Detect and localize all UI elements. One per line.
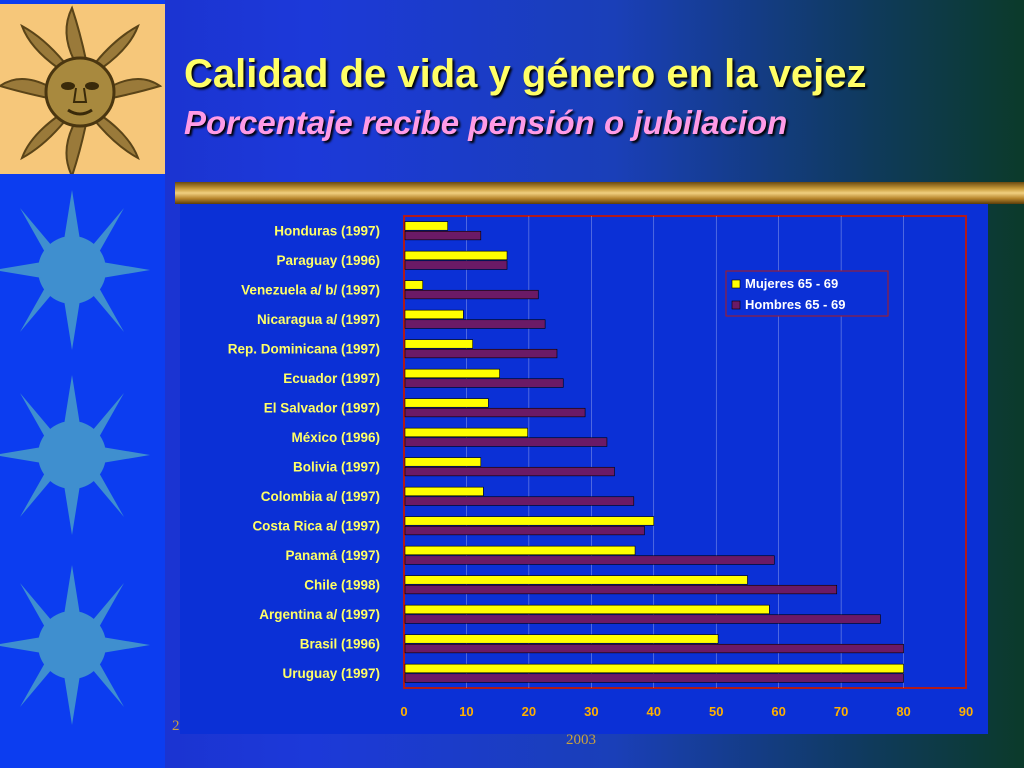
- gold-divider-bar: [175, 182, 1024, 204]
- chart-panel: 0 10 20 30 40 50 60 70 80 90 Honduras (1997) Paragu…: [180, 204, 988, 734]
- bar-hombres: [404, 673, 904, 683]
- bar-mujeres: [404, 604, 770, 615]
- bar-mujeres: [404, 663, 904, 674]
- bar-mujeres: [404, 575, 748, 585]
- bar-mujeres: [404, 250, 508, 261]
- bar-mujeres: [404, 634, 719, 644]
- bar-hombres: [404, 466, 615, 477]
- sun-decoration-icon: [0, 375, 150, 535]
- bar-hombres: [404, 348, 558, 359]
- x-tick-label: 40: [647, 704, 661, 719]
- bar-hombres: [404, 496, 635, 506]
- category-label: Venezuela a/ b/ (1997): [241, 282, 380, 297]
- category-label: Bolivia (1997): [293, 459, 380, 474]
- x-tick-label: 30: [584, 704, 598, 719]
- category-label: Honduras (1997): [274, 223, 380, 238]
- bar-hombres: [404, 437, 608, 447]
- category-label: Colombia a/ (1997): [261, 489, 380, 504]
- category-label: Brasil (1996): [300, 636, 380, 651]
- slide-title: Calidad de vida y género en la vejez: [184, 52, 867, 96]
- bar-mujeres: [404, 339, 473, 349]
- legend-swatch: [731, 279, 741, 289]
- bar-mujeres: [404, 368, 500, 379]
- bar-mujeres: [404, 457, 482, 467]
- bar-hombres: [404, 407, 586, 418]
- bar-hombres: [404, 378, 564, 388]
- category-label: Paraguay (1996): [276, 253, 380, 268]
- sun-decoration-icon: [0, 190, 150, 350]
- category-label: Argentina a/ (1997): [259, 607, 380, 622]
- bar-mujeres: [404, 280, 424, 290]
- bar-mujeres: [404, 309, 464, 320]
- bar-hombres: [404, 643, 904, 654]
- bar-hombres: [404, 555, 775, 565]
- legend-swatch: [731, 300, 741, 310]
- sun-face-icon: [0, 5, 163, 179]
- category-label: Rep. Dominicana (1997): [228, 341, 380, 356]
- x-tick-label: 90: [959, 704, 973, 719]
- bar-hombres: [404, 289, 539, 300]
- x-tick-label: 20: [522, 704, 536, 719]
- x-tick-label: 50: [709, 704, 723, 719]
- legend-label: Hombres 65 - 69: [745, 297, 845, 312]
- bar-mujeres: [404, 545, 636, 556]
- sun-logo-image: [0, 4, 165, 179]
- category-label: El Salvador (1997): [264, 400, 380, 415]
- category-label: Chile (1998): [304, 577, 380, 592]
- plot-frame: [403, 215, 967, 689]
- legend-box: [725, 270, 889, 317]
- bar-hombres: [404, 260, 508, 270]
- category-label: Ecuador (1997): [283, 371, 380, 386]
- bar-mujeres: [404, 427, 528, 438]
- bar-hombres: [404, 319, 546, 329]
- footer-left-text: 2: [172, 718, 180, 734]
- bar-chart: 0 10 20 30 40 50 60 70 80 90 Honduras (1997) Paragu…: [228, 215, 973, 719]
- bar-hombres: [404, 230, 482, 241]
- bar-hombres: [404, 584, 838, 595]
- x-tick-label: 70: [834, 704, 848, 719]
- category-label: México (1996): [291, 430, 380, 445]
- x-tick-label: 80: [896, 704, 910, 719]
- bar-hombres: [404, 614, 881, 624]
- slide-subtitle: Porcentaje recibe pensión o jubilacion: [184, 104, 788, 141]
- category-label: Uruguay (1997): [282, 666, 380, 681]
- bar-mujeres: [404, 486, 484, 497]
- category-label: Nicaragua a/ (1997): [257, 312, 380, 327]
- legend-label: Mujeres 65 - 69: [745, 276, 838, 291]
- category-label: Panamá (1997): [285, 548, 380, 563]
- bar-mujeres: [404, 398, 489, 408]
- bar-hombres: [404, 525, 645, 536]
- category-label: Costa Rica a/ (1997): [252, 518, 380, 533]
- footer-year: 2003: [566, 732, 596, 748]
- sun-decoration-icon: [0, 565, 150, 725]
- x-tick-label: 60: [771, 704, 785, 719]
- x-tick-label: 10: [459, 704, 473, 719]
- x-tick-label: 0: [400, 704, 407, 719]
- bar-mujeres: [404, 516, 655, 526]
- bar-mujeres: [404, 221, 449, 231]
